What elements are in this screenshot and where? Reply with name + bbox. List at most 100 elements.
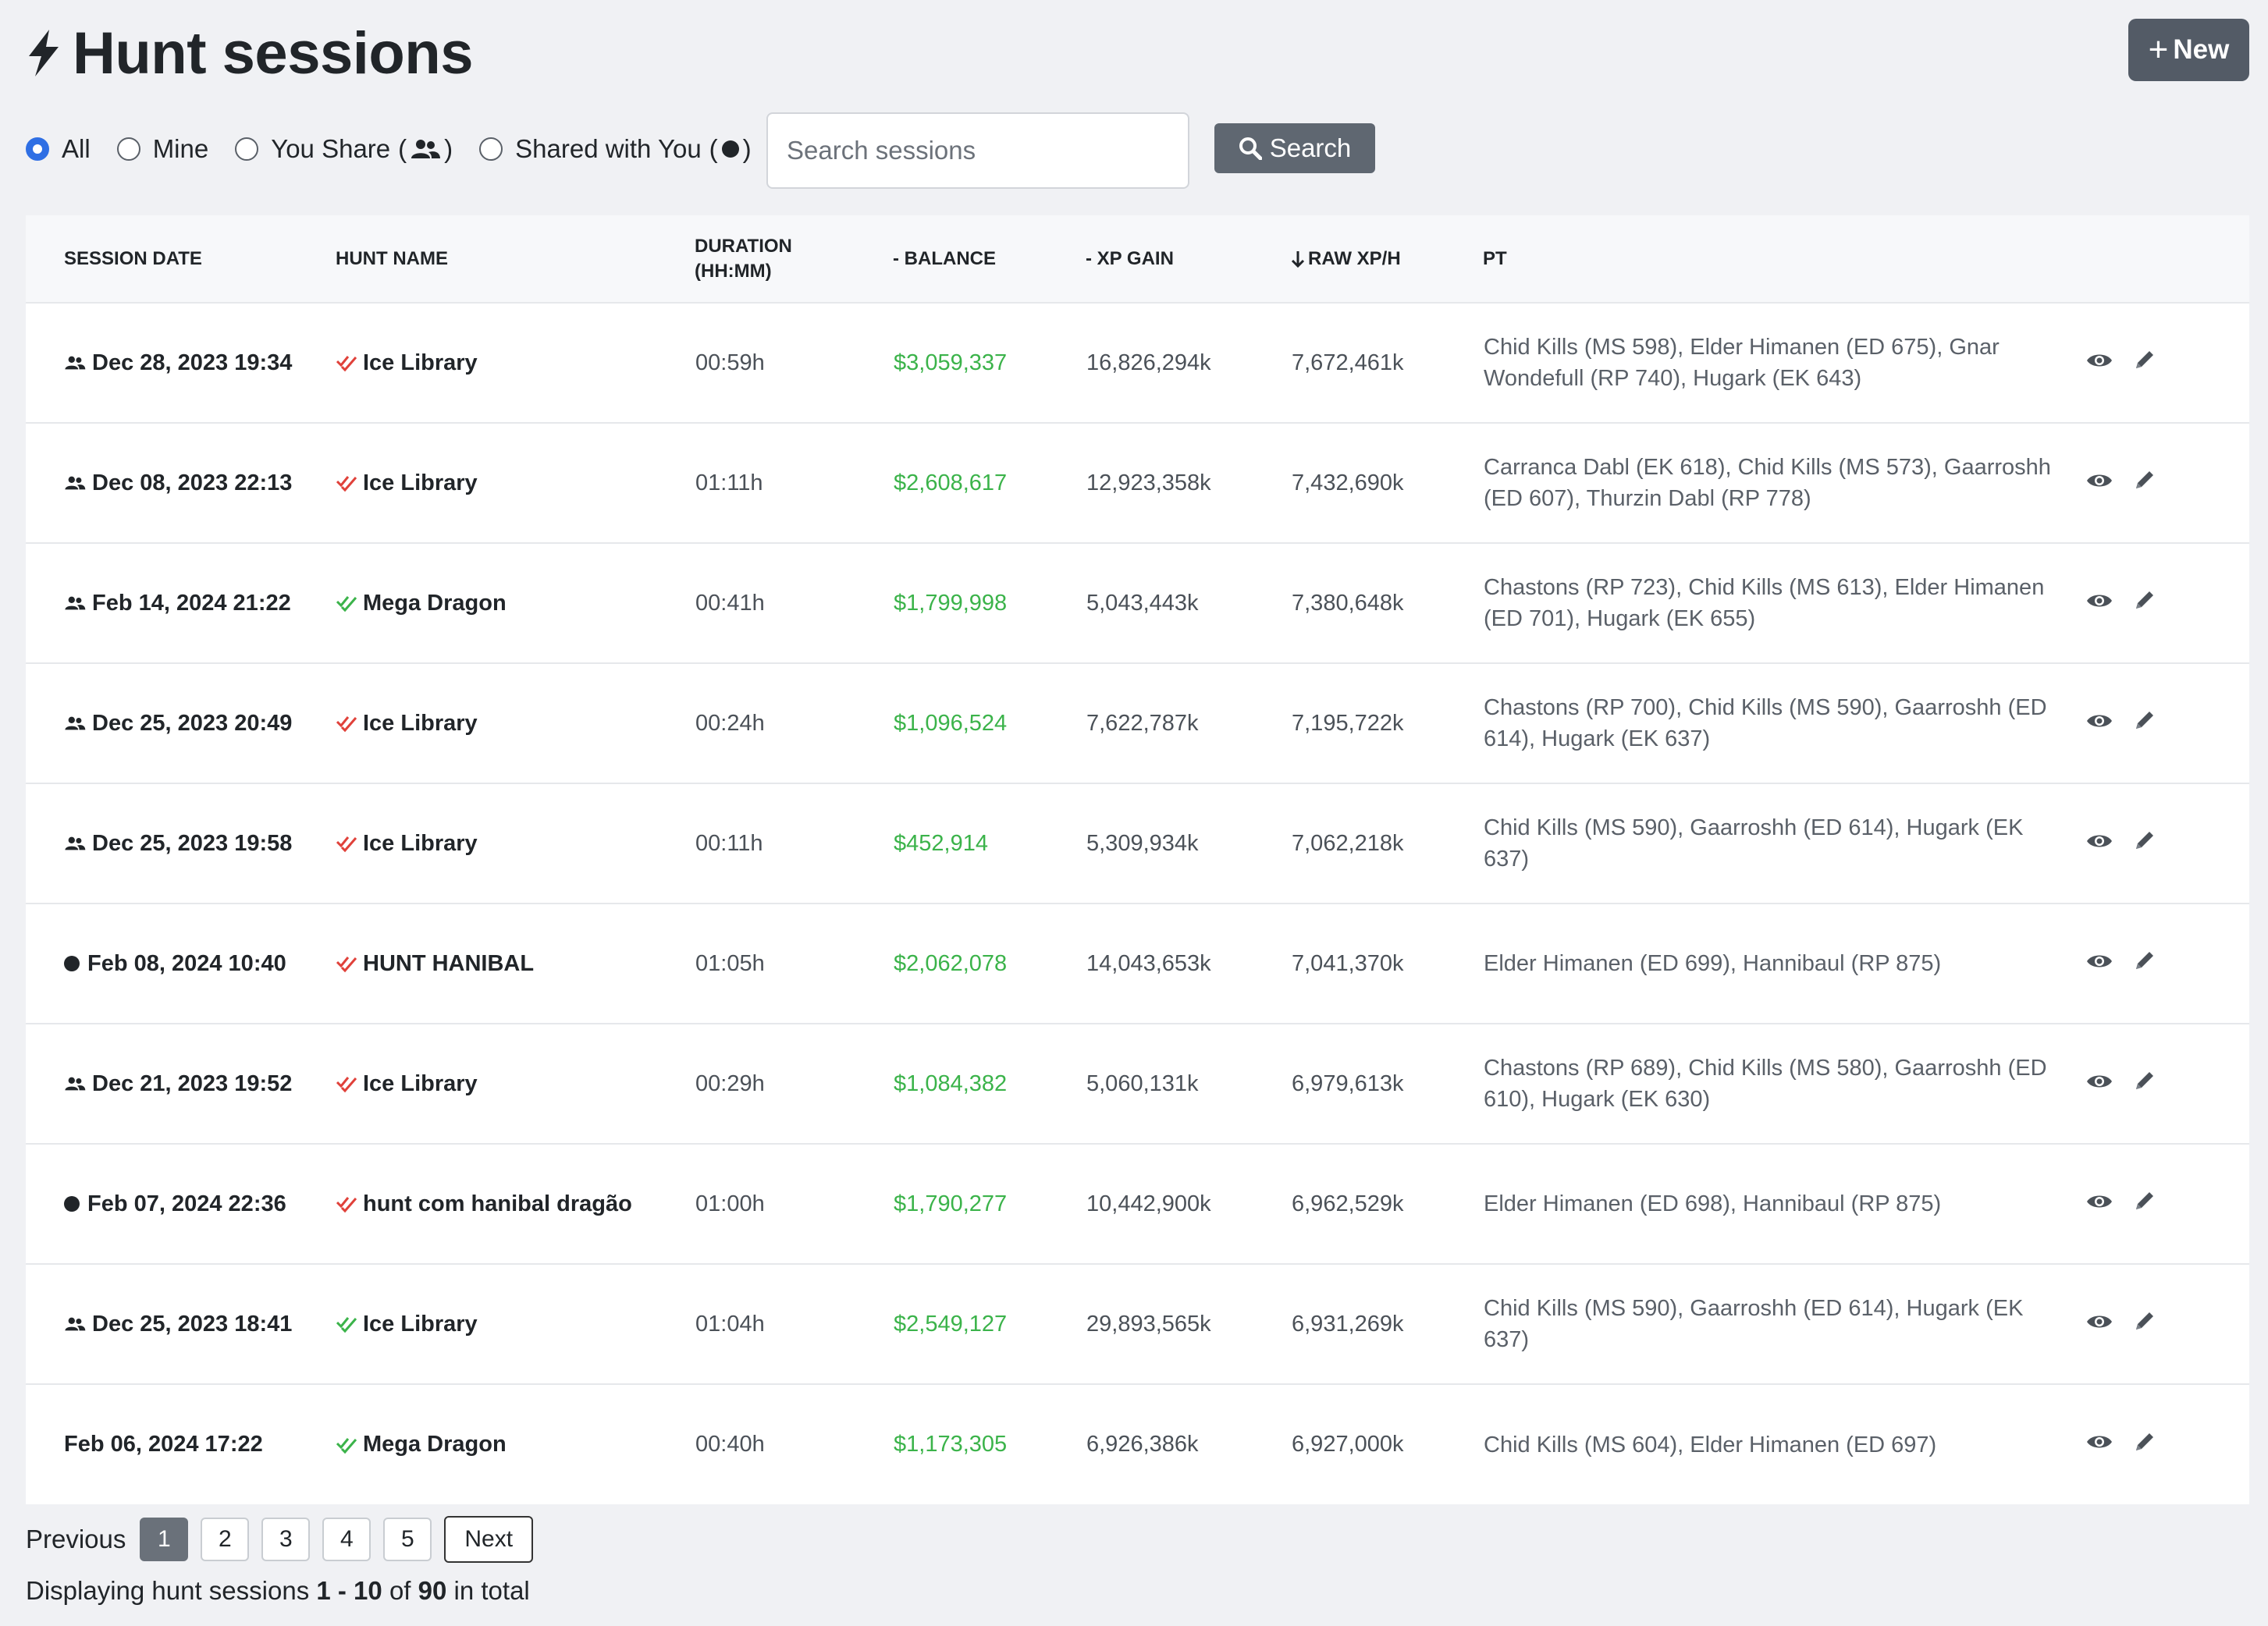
eye-icon[interactable]	[2086, 951, 2113, 977]
cell-pt: Chastons (RP 689), Chid Kills (MS 580), …	[1484, 1056, 2047, 1112]
pencil-icon[interactable]	[2133, 468, 2156, 498]
filter-shared-with-you[interactable]: Shared with You ( )	[479, 134, 752, 164]
hunt-name: Ice Library	[363, 830, 478, 856]
search-button[interactable]: Search	[1214, 123, 1375, 173]
cell-raw-xph: 7,672,461k	[1292, 350, 1404, 375]
cell-session-date: Dec 25, 2023 20:49	[26, 663, 336, 783]
search-button-label: Search	[1269, 133, 1352, 162]
eye-icon[interactable]	[2086, 1312, 2113, 1337]
cell-pt: Elder Himanen (ED 698), Hannibaul (RP 87…	[1484, 1191, 1942, 1216]
col-balance[interactable]: - BALANCE	[893, 247, 996, 269]
hunt-name: Ice Library	[363, 1311, 478, 1337]
paren-open: (	[398, 134, 407, 163]
cell-duration: 01:00h	[695, 1191, 765, 1216]
session-date: Feb 08, 2024 10:40	[87, 950, 286, 976]
double-check-icon	[336, 1436, 357, 1454]
cell-actions	[2085, 1144, 2249, 1264]
cell-pt: Carranca Dabl (EK 618), Chid Kills (MS 5…	[1484, 455, 2051, 511]
pencil-icon[interactable]	[2133, 1189, 2156, 1219]
cell-balance: $2,608,617	[894, 470, 1008, 495]
col-pt[interactable]: PT	[1483, 247, 1507, 269]
cell-hunt-name: Mega Dragon	[336, 1384, 695, 1504]
page-2-button[interactable]: 2	[201, 1518, 250, 1561]
col-session-date[interactable]: SESSION DATE	[64, 247, 202, 269]
next-button[interactable]: Next	[444, 1516, 534, 1563]
new-session-button[interactable]: + New	[2128, 19, 2249, 81]
cell-raw-xph: 6,979,613k	[1292, 1070, 1404, 1096]
eye-icon[interactable]	[2086, 1071, 2113, 1097]
page-3-button[interactable]: 3	[261, 1518, 311, 1561]
eye-icon[interactable]	[2086, 470, 2113, 496]
cell-xp-gain: 7,622,787k	[1086, 710, 1199, 736]
col-hunt-name[interactable]: HUNT NAME	[336, 247, 448, 269]
filter-all[interactable]: All	[26, 134, 91, 164]
previous-button[interactable]: Previous	[26, 1525, 126, 1553]
pencil-icon[interactable]	[2133, 1069, 2156, 1099]
pencil-icon[interactable]	[2133, 708, 2156, 738]
dot-icon	[64, 956, 80, 971]
cell-xp-gain: 5,309,934k	[1086, 830, 1199, 856]
radio-all[interactable]	[26, 137, 49, 161]
cell-actions	[2085, 663, 2249, 783]
hunt-name: Mega Dragon	[363, 590, 507, 616]
cell-raw-xph: 6,931,269k	[1292, 1311, 1404, 1337]
session-date: Dec 21, 2023 19:52	[92, 1070, 293, 1096]
pencil-icon[interactable]	[2133, 949, 2156, 978]
cell-balance: $1,799,998	[894, 590, 1008, 616]
cell-actions	[2085, 543, 2249, 663]
page-1-button[interactable]: 1	[140, 1518, 189, 1561]
hunt-name: HUNT HANIBAL	[363, 950, 535, 976]
pencil-icon[interactable]	[2133, 1309, 2156, 1339]
eye-icon[interactable]	[2086, 831, 2113, 857]
results-summary: Displaying hunt sessions 1 - 10 of 90 in…	[26, 1576, 530, 1606]
cell-xp-gain: 6,926,386k	[1086, 1432, 1199, 1457]
pencil-icon[interactable]	[2133, 1430, 2156, 1460]
table-header-row: SESSION DATE HUNT NAME DURATION (HH:MM) …	[26, 215, 2249, 303]
double-check-icon	[336, 353, 357, 372]
paren-open: (	[709, 134, 718, 163]
pencil-icon[interactable]	[2133, 348, 2156, 378]
dot-icon	[64, 1196, 80, 1212]
filter-you-share-label: You Share	[271, 134, 391, 163]
search-input[interactable]	[766, 112, 1189, 189]
eye-icon[interactable]	[2086, 1432, 2113, 1457]
cell-hunt-name: Ice Library	[336, 783, 695, 904]
cell-session-date: Dec 08, 2023 22:13	[26, 423, 336, 543]
cell-hunt-name: Ice Library	[336, 663, 695, 783]
cell-hunt-name: Ice Library	[336, 1264, 695, 1384]
filter-all-label: All	[62, 134, 91, 163]
session-date: Dec 08, 2023 22:13	[92, 470, 293, 495]
pencil-icon[interactable]	[2133, 829, 2156, 858]
dot-icon	[721, 140, 740, 158]
col-duration[interactable]: DURATION (HH:MM)	[695, 235, 792, 282]
double-check-icon	[336, 714, 357, 733]
eye-icon[interactable]	[2086, 350, 2113, 376]
cell-raw-xph: 7,062,218k	[1292, 830, 1404, 856]
col-raw-xph[interactable]: RAW XP/H	[1291, 215, 1483, 303]
eye-icon[interactable]	[2086, 711, 2113, 737]
double-check-icon	[336, 1315, 357, 1333]
eye-icon[interactable]	[2086, 1191, 2113, 1217]
page-5-button[interactable]: 5	[383, 1518, 432, 1561]
filter-mine-label: Mine	[152, 134, 209, 163]
col-xp-gain[interactable]: - XP GAIN	[1086, 247, 1174, 269]
radio-you-share[interactable]	[235, 137, 259, 161]
cell-actions	[2085, 423, 2249, 543]
radio-mine[interactable]	[116, 137, 140, 161]
table-row: Dec 21, 2023 19:52 Ice Library 00:29h $1,08…	[26, 1024, 2249, 1144]
summary-prefix: Displaying hunt sessions	[26, 1576, 310, 1605]
pencil-icon[interactable]	[2133, 588, 2156, 618]
users-icon	[64, 1316, 86, 1332]
radio-shared-with-you[interactable]	[479, 137, 503, 161]
cell-xp-gain: 12,923,358k	[1086, 470, 1211, 495]
page-4-button[interactable]: 4	[322, 1518, 371, 1561]
double-check-icon	[336, 834, 357, 853]
eye-icon[interactable]	[2086, 591, 2113, 616]
filter-you-share[interactable]: You Share ( )	[235, 134, 453, 164]
filter-mine[interactable]: Mine	[116, 134, 209, 164]
cell-hunt-name: Ice Library	[336, 303, 695, 423]
users-icon	[64, 836, 86, 851]
pagination: Previous 1 2 3 4 5 Next	[26, 1516, 534, 1563]
cell-session-date: Feb 14, 2024 21:22	[26, 543, 336, 663]
cell-pt: Chid Kills (MS 598), Elder Himanen (ED 6…	[1484, 335, 2000, 391]
